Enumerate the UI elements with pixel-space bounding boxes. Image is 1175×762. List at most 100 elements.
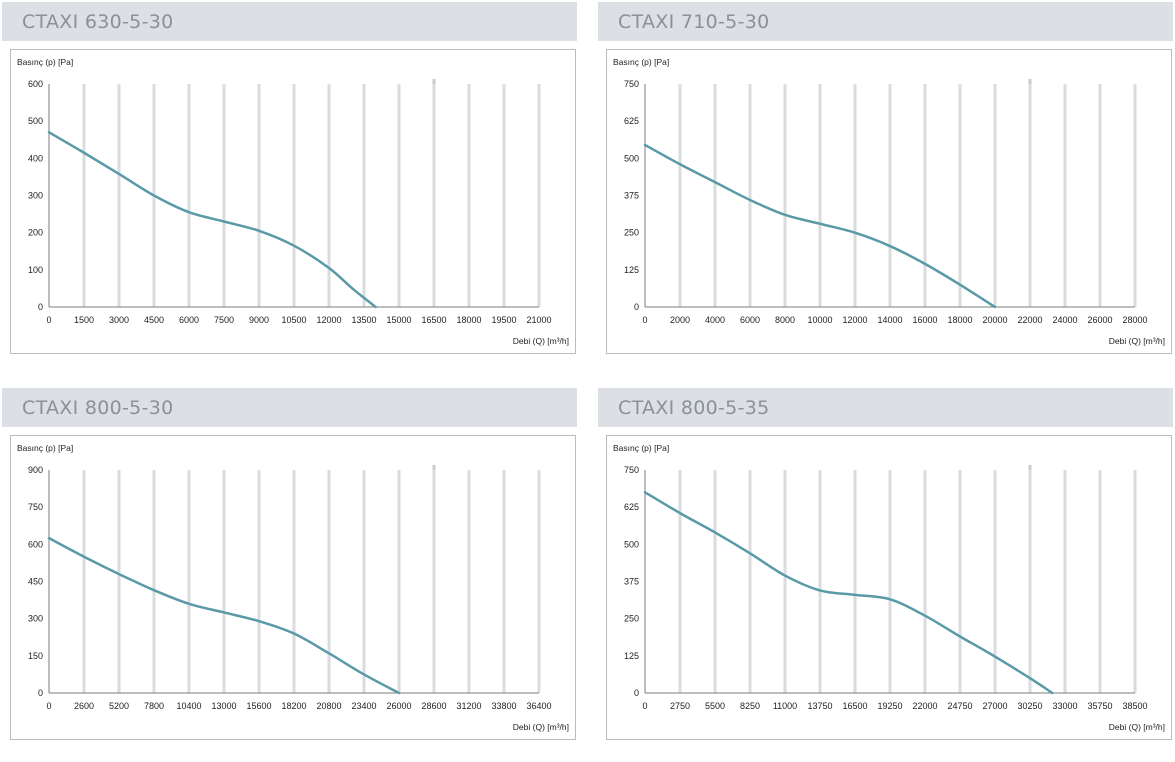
x-tick-label: 28600: [421, 701, 446, 711]
y-tick-label: 750: [28, 502, 43, 512]
chart-panel-4: CTAXI 800-5-35 Basınç (p) [Pa] 0 125 250 375…: [598, 388, 1173, 740]
x-tick-label: 22000: [1017, 315, 1042, 325]
x-tick-label: 6000: [179, 315, 199, 325]
x-tick-label: 22000: [912, 701, 937, 711]
x-tick-label: 9000: [249, 315, 269, 325]
panel-header: CTAXI 800-5-30: [2, 388, 577, 427]
x-tick-label: 8000: [775, 315, 795, 325]
x-tick-label: 38500: [1122, 701, 1147, 711]
y-tick-label: 300: [28, 614, 43, 624]
x-tick-label: 11000: [773, 701, 797, 711]
x-tick-label: 19250: [877, 701, 902, 711]
y-tick-label: 150: [28, 651, 43, 661]
panel-title: CTAXI 630-5-30: [22, 11, 174, 33]
x-tick-label: 10500: [281, 315, 306, 325]
panel-title: CTAXI 800-5-30: [22, 397, 174, 419]
x-tick-label: 13000: [211, 701, 236, 711]
chart-svg: Basınç (p) [Pa] 0 150 300 450 600 750 900 0 2600 5…: [17, 443, 569, 732]
x-tick-label: 26000: [386, 701, 411, 711]
y-tick-label: 500: [624, 539, 639, 549]
x-tick-label: 2000: [670, 315, 690, 325]
x-tick-label: 0: [642, 701, 647, 711]
x-tick-label: 12000: [842, 315, 867, 325]
chart-panel-2: CTAXI 710-5-30 Basınç (p) [Pa] 0 125 250 375…: [598, 2, 1173, 354]
x-tick-label: 1500: [74, 315, 94, 325]
x-tick-label: 12000: [316, 315, 341, 325]
y-tick-label: 625: [624, 502, 639, 512]
x-tick-label: 0: [642, 315, 647, 325]
x-tick-label: 0: [46, 315, 51, 325]
x-tick-label: 15000: [386, 315, 411, 325]
y-tick-label: 750: [624, 465, 639, 475]
x-tick-label: 27000: [982, 701, 1007, 711]
x-tick-label: 4500: [144, 315, 164, 325]
chart-svg: Basınç (p) [Pa] 0 125 250 375 500 625 750 0 2750 5…: [613, 443, 1165, 732]
x-tick-label: 33800: [491, 701, 516, 711]
performance-curve: [643, 491, 1054, 695]
x-tick-label: 21000: [526, 315, 551, 325]
y-tick-label: 125: [624, 265, 639, 275]
y-tick-label: 500: [624, 153, 639, 163]
x-axis-label: Debi (Q) [m³/h]: [1109, 336, 1165, 346]
x-tick-label: 10000: [807, 315, 832, 325]
chart-panel-1: CTAXI 630-5-30 Basınç (p) [Pa] 0 100 200 300…: [2, 2, 577, 354]
x-tick-label: 35750: [1087, 701, 1112, 711]
performance-curve: [47, 131, 377, 309]
y-tick-label: 375: [624, 191, 639, 201]
y-tick-label: 500: [28, 116, 43, 126]
y-tick-label: 600: [28, 79, 43, 89]
x-tick-label: 0: [46, 701, 51, 711]
chart-box: Basınç (p) [Pa] 0 125 250 375 500 625 750 0 2750 5…: [606, 435, 1172, 740]
x-axis-label: Debi (Q) [m³/h]: [513, 336, 569, 346]
y-tick-label: 100: [28, 265, 43, 275]
panel-header: CTAXI 630-5-30: [2, 2, 577, 41]
x-tick-label: 16500: [842, 701, 867, 711]
x-tick-label: 16000: [912, 315, 937, 325]
y-tick-label: 0: [38, 688, 43, 698]
x-tick-label: 28000: [1122, 315, 1147, 325]
y-axis-label: Basınç (p) [Pa]: [613, 57, 669, 67]
y-tick-label: 450: [28, 577, 43, 587]
chart-box: Basınç (p) [Pa] 0 150 300 450 600 750 900 0 2600 5…: [10, 435, 576, 740]
x-tick-label: 6000: [740, 315, 760, 325]
y-axis-label: Basınç (p) [Pa]: [613, 443, 669, 453]
x-tick-label: 2750: [670, 701, 690, 711]
x-tick-label: 15600: [246, 701, 271, 711]
x-tick-label: 10400: [176, 701, 201, 711]
x-tick-label: 26000: [1087, 315, 1112, 325]
x-tick-label: 14000: [877, 315, 902, 325]
y-tick-label: 400: [28, 153, 43, 163]
chart-svg: Basınç (p) [Pa] 0 125 250 375 500 625 750 0 2000 4…: [613, 57, 1165, 346]
x-tick-label: 18000: [947, 315, 972, 325]
x-tick-label: 13750: [807, 701, 832, 711]
panel-title: CTAXI 710-5-30: [618, 11, 770, 33]
x-tick-label: 20000: [982, 315, 1007, 325]
x-tick-label: 18200: [281, 701, 306, 711]
x-tick-label: 16500: [421, 315, 446, 325]
y-axis-label: Basınç (p) [Pa]: [17, 443, 73, 453]
y-tick-label: 200: [28, 228, 43, 238]
panel-header: CTAXI 800-5-35: [598, 388, 1173, 427]
x-tick-label: 5500: [705, 701, 725, 711]
x-tick-label: 13500: [351, 315, 376, 325]
x-tick-label: 3000: [109, 315, 129, 325]
x-axis-label: Debi (Q) [m³/h]: [1109, 722, 1165, 732]
x-tick-label: 4000: [705, 315, 725, 325]
y-axis-label: Basınç (p) [Pa]: [17, 57, 73, 67]
x-tick-label: 23400: [351, 701, 376, 711]
x-tick-label: 20800: [316, 701, 341, 711]
chart-box: Basınç (p) [Pa] 0 125 250 375 500 625 750 0 2000 4…: [606, 49, 1172, 354]
x-tick-label: 36400: [526, 701, 551, 711]
x-tick-label: 33000: [1052, 701, 1077, 711]
panel-title: CTAXI 800-5-35: [618, 397, 770, 419]
y-tick-label: 0: [38, 302, 43, 312]
x-tick-label: 18000: [456, 315, 481, 325]
x-tick-label: 5200: [109, 701, 129, 711]
y-tick-label: 600: [28, 539, 43, 549]
x-tick-label: 30250: [1017, 701, 1042, 711]
y-tick-label: 250: [624, 614, 639, 624]
y-tick-label: 300: [28, 191, 43, 201]
x-tick-label: 2600: [74, 701, 94, 711]
y-tick-label: 250: [624, 228, 639, 238]
